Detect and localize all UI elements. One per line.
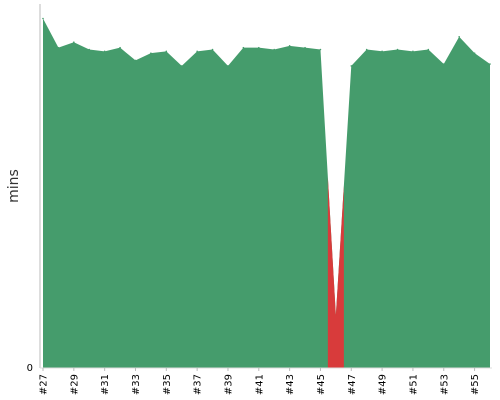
data-point xyxy=(88,48,91,51)
data-point xyxy=(273,48,276,51)
data-point xyxy=(365,48,368,51)
y-axis-label: mins xyxy=(6,169,22,203)
x-tick-label: #45 xyxy=(316,374,327,395)
data-point xyxy=(335,314,337,317)
data-point xyxy=(227,65,229,67)
data-point xyxy=(73,41,75,44)
data-point xyxy=(165,50,168,53)
data-point xyxy=(196,50,198,53)
x-tick-label: #41 xyxy=(254,374,265,395)
data-point xyxy=(458,35,460,38)
data-point xyxy=(381,50,383,53)
x-tick-label: #31 xyxy=(100,374,111,395)
x-tick-label: #49 xyxy=(378,374,389,395)
failed-run-bar xyxy=(327,177,344,368)
data-point xyxy=(57,46,60,49)
y-tick-label: 0 xyxy=(27,363,33,374)
data-point xyxy=(211,48,214,51)
data-point xyxy=(489,63,491,65)
x-tick-label: #47 xyxy=(347,374,358,395)
data-point xyxy=(350,65,353,67)
data-point xyxy=(396,48,399,51)
data-point xyxy=(442,63,445,65)
x-tick-label: #37 xyxy=(193,374,204,395)
data-point xyxy=(427,48,430,51)
x-tick-label: #39 xyxy=(223,374,234,395)
plot-area xyxy=(42,17,491,369)
x-tick-label: #43 xyxy=(285,374,296,395)
x-tick-label: #55 xyxy=(470,374,481,395)
x-tick-label: #33 xyxy=(131,374,142,395)
data-point xyxy=(103,50,106,53)
data-point xyxy=(319,48,322,51)
x-tick-label: #53 xyxy=(439,374,450,395)
series-area xyxy=(43,18,490,369)
data-point xyxy=(134,59,137,62)
x-tick-label: #35 xyxy=(162,374,173,395)
data-point xyxy=(304,46,306,49)
data-point xyxy=(473,52,476,54)
data-point xyxy=(412,50,414,53)
x-tick-label: #51 xyxy=(408,374,419,395)
x-tick-label: #27 xyxy=(39,374,50,395)
data-point xyxy=(242,46,245,49)
data-point xyxy=(42,17,44,20)
x-tick-labels: #27 #29 #31 #33 #35 #37 #39 #41 #43 #45 #47 #49 #51 #… xyxy=(39,368,481,395)
data-point xyxy=(257,46,260,49)
x-tick-label: #29 xyxy=(69,374,80,395)
data-point xyxy=(180,65,183,67)
data-point xyxy=(150,52,152,54)
data-point xyxy=(119,46,121,49)
data-point xyxy=(288,45,291,47)
